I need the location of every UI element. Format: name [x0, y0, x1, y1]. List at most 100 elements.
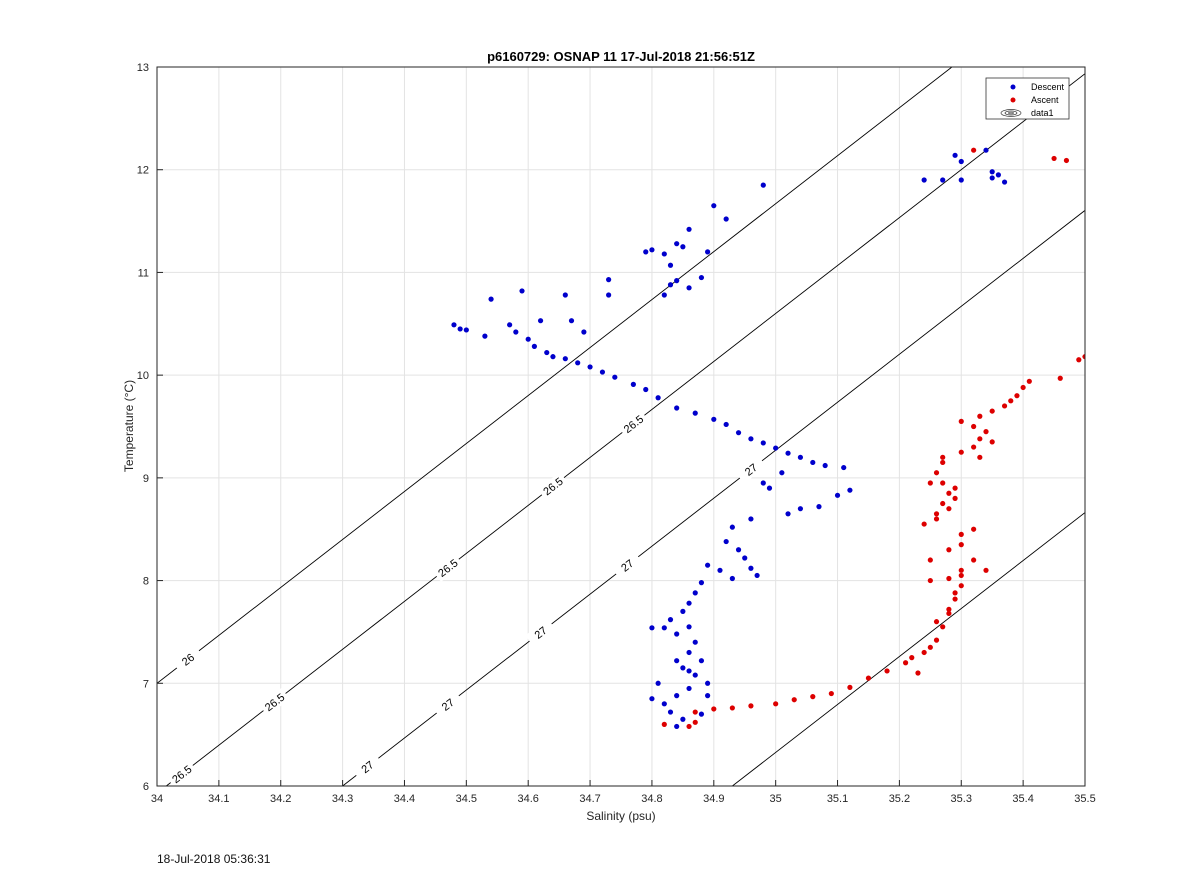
ascent-point [946, 606, 952, 612]
descent-point [525, 336, 531, 342]
descent-point [983, 147, 989, 153]
descent-point [507, 322, 513, 328]
ascent-point [983, 429, 989, 435]
ascent-point [983, 567, 989, 573]
ascent-point [810, 694, 816, 700]
descent-point [674, 241, 680, 247]
ascent-point [933, 516, 940, 522]
ascent-point [773, 701, 779, 707]
ascent-point [952, 596, 958, 602]
descent-point [760, 440, 766, 446]
descent-point [785, 450, 791, 456]
ascent-point [1014, 393, 1020, 399]
descent-point [674, 631, 680, 637]
legend-data1: data1 [1031, 108, 1054, 118]
x-tick-label: 34.6 [517, 793, 538, 805]
ascent-point [927, 480, 933, 486]
descent-point [674, 658, 680, 664]
x-axis-label: Salinity (psu) [586, 809, 655, 823]
ascent-point [927, 644, 933, 650]
descent-point [989, 169, 995, 175]
descent-point [995, 172, 1001, 178]
ascent-point [1001, 403, 1008, 409]
descent-point [680, 665, 686, 671]
descent-point [686, 600, 692, 606]
ascent-point [748, 703, 754, 709]
ascent-point [971, 526, 977, 532]
legend-contour-icon [1000, 109, 1022, 117]
ascent-point [946, 547, 952, 553]
descent-point [649, 247, 655, 253]
descent-point [958, 177, 964, 183]
descent-point [1001, 179, 1008, 185]
ascent-point [933, 470, 940, 476]
descent-point [457, 326, 463, 332]
density-contour-line [732, 512, 1085, 786]
descent-point [729, 524, 735, 530]
ascent-point [952, 495, 958, 501]
ascent-point [940, 459, 946, 466]
descent-point [692, 590, 698, 596]
contour-label-bg [525, 618, 556, 647]
descent-point [766, 485, 773, 491]
contour-label: 27 [533, 625, 550, 642]
descent-point [698, 658, 705, 664]
descent-point [779, 470, 785, 476]
ascent-point [958, 418, 964, 424]
legend-descent: Descent [1031, 82, 1065, 92]
ascent-point [1082, 354, 1085, 360]
contour-label-bg [432, 690, 464, 719]
ascent-point [977, 436, 983, 442]
descent-point [760, 480, 766, 486]
descent-point [661, 251, 667, 257]
descent-point [686, 285, 692, 291]
x-tick-label: 34.4 [394, 793, 415, 805]
ascent-point [1026, 378, 1032, 384]
ascent-point [692, 719, 698, 725]
legend-marker-descent [1010, 84, 1016, 90]
descent-point [748, 436, 754, 442]
ascent-point [933, 637, 940, 643]
descent-point [680, 244, 686, 250]
ascent-point [661, 721, 667, 727]
legend-ascent: Ascent [1031, 95, 1059, 105]
contour-label: 27 [440, 697, 457, 714]
legend-box [985, 77, 1070, 120]
descent-point [482, 333, 488, 339]
descent-point [742, 555, 748, 561]
ascent-point [1008, 398, 1014, 404]
x-tick-label: 34.5 [456, 793, 477, 805]
x-axis-ticks: 34 34.1 34.2 34.3 34.4 34.5 34.6 34.7 34.8 34.9 35… [151, 780, 1096, 805]
ascent-point [1051, 155, 1057, 162]
descent-point [451, 322, 457, 328]
descent-point [680, 608, 686, 614]
descent-point [797, 454, 804, 460]
legend-marker-ascent [1010, 97, 1016, 103]
descent-point [674, 693, 680, 699]
y-axis-label: Temperature (°C) [122, 380, 136, 472]
ascent-point [946, 575, 952, 582]
contour-label: 27 [359, 759, 376, 776]
descent-point [686, 624, 692, 630]
contour-label-bg [735, 455, 767, 484]
ascent-point [940, 454, 946, 460]
descent-point [606, 292, 612, 298]
descent-point [705, 693, 711, 699]
descent-point [958, 158, 964, 165]
x-tick-label: 35.1 [827, 793, 848, 805]
ascent-point [909, 655, 915, 661]
descent-point [711, 203, 717, 209]
ascent-point [1020, 384, 1026, 391]
descent-point [606, 277, 612, 283]
ascent-point [921, 649, 927, 656]
descent-point [488, 296, 494, 302]
x-tick-label: 35 [770, 793, 782, 805]
descent-point [643, 249, 649, 255]
ascent-point [692, 709, 698, 715]
descent-point [989, 175, 995, 181]
x-tick-label: 34.8 [641, 793, 662, 805]
y-axis-ticks: 6 7 8 9 10 11 12 13 [137, 62, 163, 793]
ascent-point [958, 567, 964, 573]
descent-point [686, 685, 692, 692]
ascent-point [828, 690, 834, 697]
